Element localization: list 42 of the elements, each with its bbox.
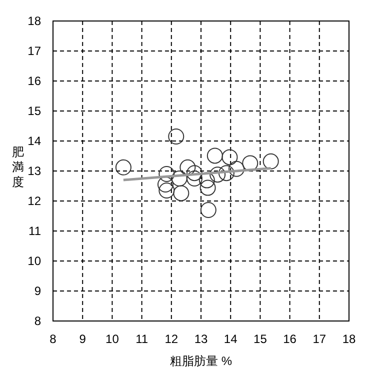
x-tick-label: 9 (79, 332, 86, 346)
point (171, 170, 188, 186)
point (262, 153, 279, 170)
point (115, 159, 132, 176)
point (157, 176, 174, 192)
x-tick-label: 11 (136, 332, 148, 346)
y-tick-label: 11 (28, 224, 42, 238)
y-tick-label: 9 (34, 284, 42, 298)
point (228, 160, 245, 177)
x-tick-label: 17 (312, 332, 326, 346)
point (186, 170, 202, 186)
x-tick-label: 18 (342, 332, 356, 346)
x-tick-label: 8 (50, 332, 57, 346)
y-tick-label: 15 (28, 104, 42, 118)
y-tick-label: 18 (28, 14, 42, 28)
point (158, 182, 175, 198)
point (206, 148, 223, 164)
y-axis-title: 肥満度 (12, 145, 24, 189)
y-tick-label: 17 (28, 44, 42, 58)
point (180, 159, 196, 176)
y-tick-label: 12 (28, 194, 42, 208)
point (173, 185, 190, 202)
y-tick-label: 10 (28, 254, 42, 268)
y-tick-label: 16 (28, 74, 42, 88)
point (186, 165, 202, 182)
x-tick-label: 15 (254, 332, 268, 346)
point (168, 128, 184, 144)
x-tick-label: 10 (106, 332, 120, 346)
x-tick-label: 13 (194, 332, 208, 346)
point (218, 165, 234, 182)
y-tick-label: 8 (34, 314, 42, 328)
x-tick-label: 16 (283, 332, 297, 346)
point (210, 166, 226, 183)
point (200, 180, 216, 196)
x-axis-title: 粗脂肪量 % (170, 354, 232, 368)
x-tick-label: 14 (224, 332, 238, 346)
point (200, 202, 216, 218)
y-tick-label: 14 (28, 134, 42, 148)
point (222, 149, 238, 166)
y-tick-label: 13 (28, 164, 42, 178)
point (158, 166, 175, 182)
x-tick-label: 12 (164, 332, 178, 346)
